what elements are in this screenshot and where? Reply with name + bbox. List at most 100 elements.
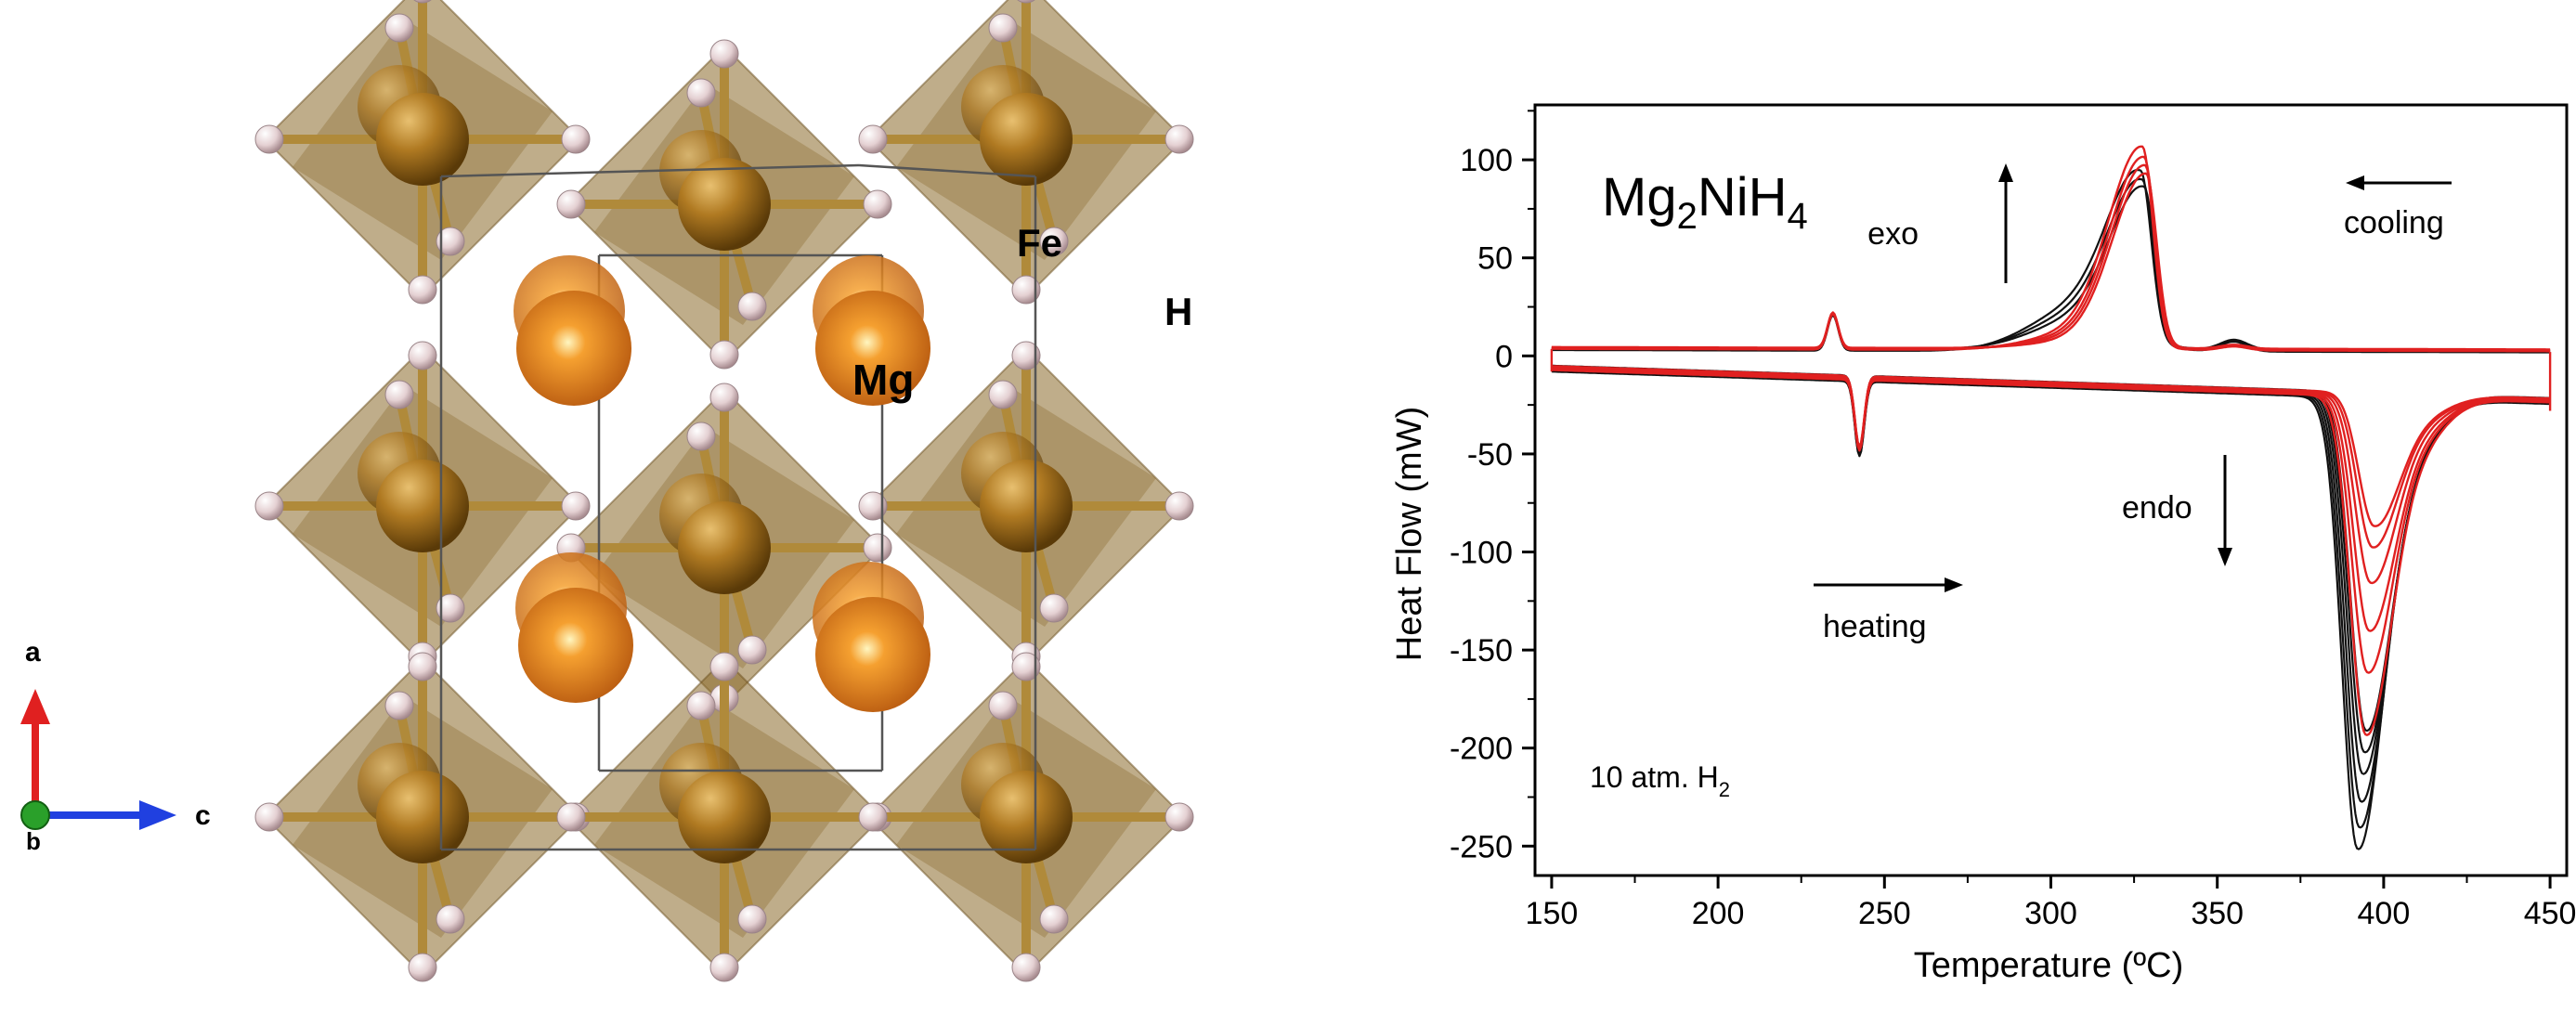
b-axis-dot <box>20 800 50 830</box>
y-tick-label: -50 <box>1467 437 1513 473</box>
h-atom <box>436 227 465 256</box>
dsc-curves <box>1550 145 2552 850</box>
h-atom <box>863 189 892 219</box>
h-atom <box>1039 227 1069 256</box>
h-atom <box>737 635 767 665</box>
axis-ticks: 150 200 250 300 350 400 450 100 50 0 -50 -100 -150 -2… <box>1450 110 2576 931</box>
h-atom <box>1039 593 1069 623</box>
h-atom <box>1011 275 1041 305</box>
h-atom <box>408 652 437 681</box>
x-tick-label: 400 <box>2358 896 2411 931</box>
h-atom <box>1011 341 1041 370</box>
h-atom <box>863 533 892 563</box>
h-atom <box>686 422 716 451</box>
mg-atoms <box>514 255 930 712</box>
cell-edge <box>440 163 860 178</box>
mg-atom <box>516 291 631 406</box>
crystal-structure-panel: Fe H Mg a b c <box>20 0 1194 982</box>
h-atom <box>858 491 888 521</box>
h-atom <box>436 593 465 623</box>
h-atom <box>686 78 716 108</box>
h-atom <box>556 802 586 832</box>
mg-atom <box>518 588 633 703</box>
cooling-arrowhead <box>2346 175 2364 190</box>
dsc-chart-panel: 150 200 250 300 350 400 450 100 50 0 -50 -100 -150 -2… <box>1300 0 2576 1020</box>
fe-atom <box>376 93 469 186</box>
heating-annotation: heating <box>1823 609 1927 644</box>
heating-curve-black <box>1551 367 2551 775</box>
axis-indicator: a b c <box>20 637 211 855</box>
b-axis-label: b <box>26 827 41 855</box>
y-tick-label: -100 <box>1450 536 1513 571</box>
fe-h4-octahedra <box>254 0 1194 982</box>
h-atom <box>858 802 888 832</box>
h-atom <box>988 13 1018 43</box>
dsc-chart: 150 200 250 300 350 400 450 100 50 0 -50 -100 -150 -2… <box>1390 103 2576 985</box>
heating-curve-black <box>1551 368 2551 803</box>
h-atom <box>1164 802 1194 832</box>
exo-annotation: exo <box>1867 216 1919 252</box>
fe-atom <box>376 771 469 863</box>
h-atom <box>988 380 1018 409</box>
h-atom <box>384 691 414 720</box>
fe-atom <box>376 460 469 552</box>
mg-atom <box>815 597 930 712</box>
h-atom <box>556 189 586 219</box>
fe-atom <box>678 501 771 594</box>
h-atom <box>408 275 437 305</box>
y-tick-label: -200 <box>1450 732 1513 767</box>
cell-edge <box>858 163 1036 178</box>
heating-curve-red <box>1551 366 2551 549</box>
c-axis-label: c <box>195 800 211 831</box>
h-atom <box>1039 904 1069 934</box>
c-axis-arrowhead <box>139 800 176 830</box>
h-atom <box>561 491 591 521</box>
h-atom <box>709 39 739 69</box>
x-tick-label: 350 <box>2191 896 2244 931</box>
h-label: H <box>1164 290 1192 333</box>
h-atom <box>1017 0 1035 4</box>
h-atom <box>737 904 767 934</box>
endo-arrowhead <box>2218 548 2232 566</box>
cooling-annotation: cooling <box>2344 205 2444 240</box>
a-axis-arrowhead <box>20 689 50 724</box>
fe-atom <box>980 771 1073 863</box>
exo-arrowhead <box>1998 163 2013 182</box>
heating-curve-red <box>1551 365 2551 527</box>
x-axis-title: Temperature (ºC) <box>1914 946 2184 985</box>
y-tick-label: 100 <box>1460 143 1513 178</box>
x-tick-label: 250 <box>1858 896 1911 931</box>
fe-atom <box>980 93 1073 186</box>
h-atom <box>709 953 739 982</box>
heating-curve-red <box>1551 369 2551 736</box>
y-tick-label: -250 <box>1450 829 1513 864</box>
h-atom <box>1011 953 1041 982</box>
pressure-annotation: 10 atm. H2 <box>1590 760 1730 801</box>
h-atom <box>254 124 284 154</box>
h-atom <box>858 124 888 154</box>
h-atom <box>408 953 437 982</box>
x-tick-label: 150 <box>1526 896 1579 931</box>
h-atom <box>1164 124 1194 154</box>
h-atom <box>561 124 591 154</box>
y-tick-label: 0 <box>1495 339 1513 374</box>
y-tick-label: -150 <box>1450 633 1513 668</box>
endo-annotation: endo <box>2122 490 2192 525</box>
x-tick-label: 200 <box>1692 896 1745 931</box>
heating-curve-red <box>1551 368 2551 674</box>
crystal-structure-image: Fe H Mg a b c <box>20 0 1194 982</box>
h-atom <box>408 341 437 370</box>
h-atom <box>737 292 767 321</box>
fe-atom <box>678 771 771 863</box>
mg-label: Mg <box>852 356 914 404</box>
a-axis-label: a <box>25 637 41 668</box>
y-tick-label: 50 <box>1477 241 1513 277</box>
h-atom <box>686 691 716 720</box>
heating-curve-red <box>1551 366 2551 585</box>
x-tick-label: 450 <box>2524 896 2576 931</box>
h-atom <box>384 13 414 43</box>
h-atom <box>1164 491 1194 521</box>
mg-atom <box>815 291 930 406</box>
fe-label: Fe <box>1017 221 1062 265</box>
